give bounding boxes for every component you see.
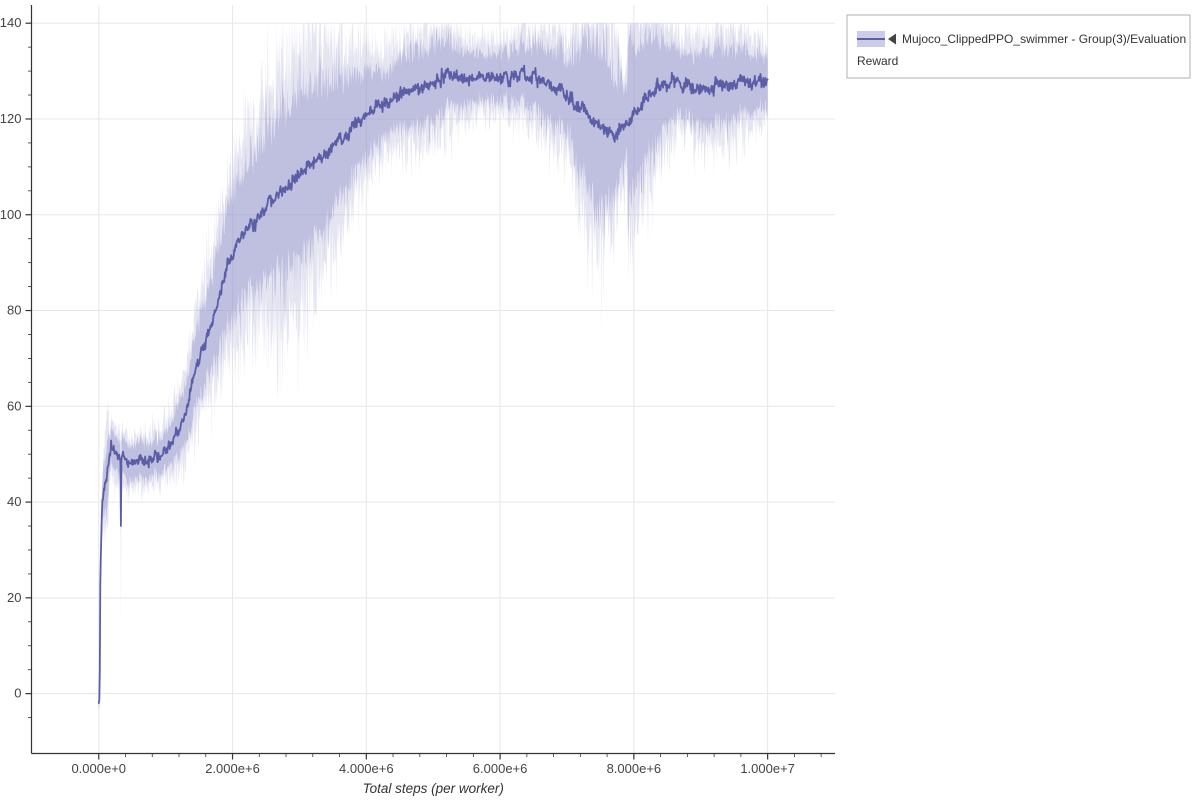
- svg-text:Total steps (per worker): Total steps (per worker): [363, 781, 504, 796]
- svg-text:0.000e+0: 0.000e+0: [71, 761, 126, 776]
- svg-text:120: 120: [0, 111, 22, 126]
- svg-text:8.000e+6: 8.000e+6: [607, 761, 662, 776]
- svg-text:40: 40: [7, 494, 21, 509]
- svg-text:Reward: Reward: [857, 54, 898, 68]
- svg-text:20: 20: [7, 590, 21, 605]
- svg-text:6.000e+6: 6.000e+6: [473, 761, 528, 776]
- svg-text:Mujoco_ClippedPPO_swimmer - Gr: Mujoco_ClippedPPO_swimmer - Group(3)/Eva…: [902, 32, 1186, 46]
- svg-text:80: 80: [7, 303, 21, 318]
- svg-text:2.000e+6: 2.000e+6: [205, 761, 260, 776]
- svg-text:100: 100: [0, 207, 22, 222]
- svg-text:1.000e+7: 1.000e+7: [740, 761, 795, 776]
- svg-text:60: 60: [7, 398, 21, 413]
- svg-text:0: 0: [14, 686, 21, 701]
- svg-text:4.000e+6: 4.000e+6: [339, 761, 394, 776]
- svg-text:140: 140: [0, 15, 22, 30]
